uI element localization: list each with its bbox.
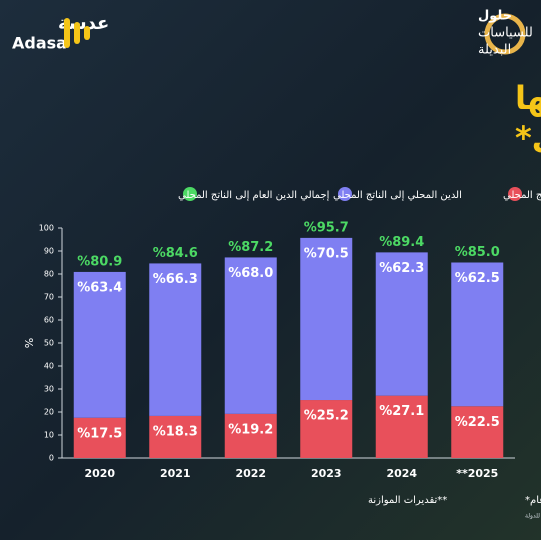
legend-swatch — [183, 187, 197, 201]
y-tick-label: 80 — [44, 270, 54, 279]
x-tick-label: 2021 — [160, 467, 191, 480]
brand-line: للسياسات — [478, 26, 533, 41]
total-label: %84.6 — [153, 246, 198, 261]
y-tick-label: 10 — [44, 431, 54, 440]
x-tick-label: **2025 — [456, 467, 498, 480]
total-label: %87.2 — [228, 240, 273, 255]
brand-line: حلول — [478, 9, 512, 24]
bar-segment — [300, 400, 353, 458]
legend-label: الدين المحلي إلى الناتج المحلي — [333, 190, 462, 201]
y-tick-label: 50 — [44, 339, 54, 348]
value-label: %17.5 — [77, 426, 122, 441]
legend-swatch — [338, 187, 352, 201]
legend-swatch — [508, 187, 522, 201]
value-label: %22.5 — [455, 415, 500, 430]
chart-title: الاقتصادي* — [515, 119, 541, 157]
brand-line: البديلة — [478, 43, 511, 58]
bar-segment — [73, 271, 126, 418]
value-label: %63.4 — [77, 280, 122, 295]
y-axis-label: % — [23, 338, 36, 348]
footnote: **تقديرات الموازنة — [368, 495, 447, 506]
logo-bar — [74, 22, 80, 44]
logo-ring — [484, 13, 526, 55]
y-tick-label: 90 — [44, 247, 54, 256]
logo-bar — [64, 18, 70, 48]
y-tick-label: 70 — [44, 293, 54, 302]
y-tick-label: 100 — [39, 224, 54, 233]
value-label: %66.3 — [153, 272, 198, 287]
value-label: %27.1 — [379, 404, 424, 419]
total-label: %80.9 — [77, 254, 122, 269]
bar-segment — [149, 263, 202, 416]
bar-segment — [451, 406, 504, 458]
source: المصدر: وزارة المالية (2025)، الموازنة ا… — [525, 513, 541, 520]
footnote: أرقام شهر يونيو من كل عام* — [525, 493, 541, 506]
total-label: %95.7 — [304, 220, 349, 235]
logo-bar — [84, 26, 90, 40]
brand-name: عدسة — [58, 13, 109, 34]
value-label: %62.3 — [379, 261, 424, 276]
value-label: %68.0 — [228, 266, 273, 281]
legend-label: الدين الخارجي إلى الناتج المحلي — [503, 190, 541, 201]
value-label: %62.5 — [455, 271, 500, 286]
y-tick-label: 60 — [44, 316, 54, 325]
bar-segment — [149, 415, 202, 458]
value-label: %18.3 — [153, 424, 198, 439]
bar-segment — [224, 413, 277, 458]
x-tick-label: 2022 — [235, 467, 266, 480]
total-label: %85.0 — [455, 245, 500, 260]
bar-segment — [375, 252, 428, 396]
brand-latin: Adasa — [12, 34, 67, 53]
x-tick-label: 2023 — [311, 467, 342, 480]
x-tick-label: 2024 — [386, 467, 417, 480]
value-label: %19.2 — [228, 422, 273, 437]
y-tick-label: 0 — [49, 454, 54, 463]
value-label: %70.5 — [304, 246, 349, 261]
logo-left: عدسة Adasa — [12, 13, 109, 53]
bar-segment — [300, 237, 353, 401]
chart-title: عبء الدين في مصر يُغرق ناتجها — [515, 79, 541, 117]
value-label: %25.2 — [304, 409, 349, 424]
y-tick-label: 40 — [44, 362, 54, 371]
bar-segment — [375, 395, 428, 458]
y-tick-label: 30 — [44, 385, 54, 394]
bar-segment — [73, 417, 126, 458]
total-label: %89.4 — [379, 235, 424, 250]
x-tick-label: 2020 — [84, 467, 115, 480]
bar-segment — [451, 262, 504, 407]
y-tick-label: 20 — [44, 408, 54, 417]
legend-label: إجمالي الدين العام إلى الناتج المحلي — [178, 190, 330, 201]
logo-right: حلول للسياسات البديلة — [478, 9, 533, 58]
bar-segment — [224, 257, 277, 414]
